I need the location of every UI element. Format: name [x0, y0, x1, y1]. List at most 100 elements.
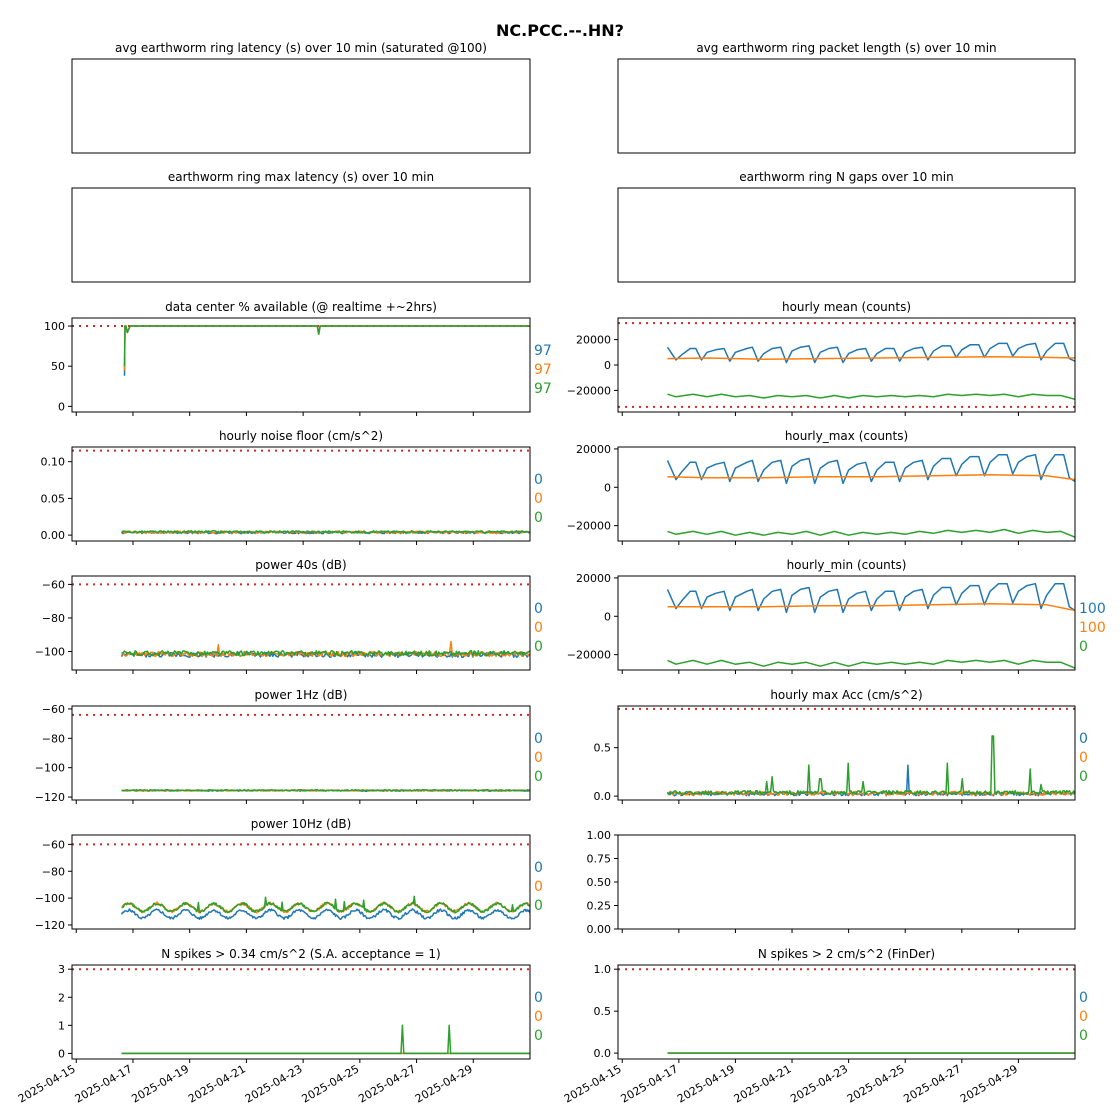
- y-tick-label: −120: [35, 791, 65, 804]
- panel-p10: power 1Hz (dB) −120 −100 −80 −60 0 0 0: [35, 688, 543, 804]
- side-value-3: 0: [534, 898, 543, 914]
- series-line-2: [667, 474, 1075, 481]
- y-tick-label: −60: [42, 703, 65, 716]
- x-tick-label: 2025-04-15: [16, 1062, 78, 1105]
- panel-title: hourly_min (counts): [787, 558, 907, 572]
- side-value-3: 0: [1079, 639, 1088, 655]
- side-value-1: 97: [534, 343, 552, 359]
- x-tick-label: 2025-04-21: [732, 1062, 794, 1105]
- side-value-1: 0: [534, 990, 543, 1006]
- y-tick-label: −80: [42, 612, 65, 625]
- plot-area: [618, 322, 1075, 408]
- panel-p13: 0.00 0.25 0.50 0.75 1.00: [587, 829, 1076, 936]
- x-tick-label: 2025-04-29: [958, 1062, 1020, 1105]
- y-tick-label: 3: [58, 963, 65, 976]
- panel-title: power 1Hz (dB): [255, 688, 348, 702]
- series-line-2: [123, 325, 530, 371]
- series-line-1: [666, 582, 1075, 614]
- panel-title: earthworm ring max latency (s) over 10 m…: [168, 170, 434, 184]
- plot-area: [72, 325, 530, 376]
- panel-p3: earthworm ring N gaps over 10 min: [617, 170, 1076, 283]
- side-value-1: 0: [1079, 731, 1088, 747]
- panel-title: power 10Hz (dB): [251, 817, 352, 831]
- x-tick-label: 2025-04-25: [299, 1062, 361, 1105]
- axes-frame: [617, 446, 1076, 542]
- y-tick-label: −20000: [567, 520, 611, 533]
- side-value-3: 0: [1079, 1028, 1088, 1044]
- side-value-3: 0: [534, 1028, 543, 1044]
- panel-p1: avg earthworm ring packet length (s) ove…: [617, 41, 1076, 154]
- y-tick-label: 2: [58, 991, 65, 1004]
- axes-frame: [71, 705, 531, 801]
- panel-p12: power 10Hz (dB) −120 −100 −80 −60 0 0 0: [35, 817, 543, 933]
- y-tick-label: 1.00: [587, 829, 612, 842]
- side-value-2: 0: [534, 491, 543, 507]
- series-line-3: [121, 530, 530, 534]
- panel-title: data center % available (@ realtime +~2h…: [165, 300, 437, 314]
- axes-frame: [71, 575, 531, 671]
- axes-frame: [71, 317, 531, 413]
- series-line-1: [666, 342, 1075, 364]
- y-tick-label: 100: [44, 320, 65, 333]
- series-line-3: [667, 735, 1075, 796]
- panel-p14: N spikes > 0.34 cm/s^2 (S.A. acceptance …: [16, 947, 543, 1106]
- series-line-3: [667, 659, 1075, 669]
- side-value-2: 0: [1079, 750, 1088, 766]
- plot-area: [618, 707, 1075, 797]
- side-value-3: 0: [534, 639, 543, 655]
- y-tick-label: 0.00: [41, 529, 66, 542]
- panel-p8: power 40s (dB) −100 −80 −60 0 0 0: [35, 558, 543, 674]
- x-tick-label: 2025-04-21: [186, 1062, 248, 1105]
- plot-area: [618, 968, 1075, 1054]
- y-tick-label: 0.05: [41, 492, 66, 505]
- axes-frame: [617, 964, 1076, 1060]
- x-tick-label: 2025-04-23: [243, 1062, 305, 1105]
- panel-title: power 40s (dB): [255, 558, 346, 572]
- x-tick-label: 2025-04-17: [618, 1062, 680, 1105]
- y-tick-label: −120: [35, 919, 65, 932]
- y-tick-label: 0.0: [594, 790, 612, 803]
- x-tick-label: 2025-04-27: [356, 1062, 418, 1105]
- y-tick-label: −100: [35, 646, 65, 659]
- y-tick-label: 0.10: [41, 456, 66, 469]
- series-line-1: [666, 453, 1075, 485]
- y-tick-label: 0: [604, 481, 611, 494]
- series-line-3: [121, 1024, 530, 1055]
- axes-frame: [617, 58, 1076, 154]
- y-tick-label: 20000: [576, 334, 611, 347]
- y-tick-label: 0: [604, 359, 611, 372]
- side-value-2: 0: [534, 1009, 543, 1025]
- axes-frame: [617, 575, 1076, 671]
- x-tick-label: 2025-04-23: [788, 1062, 850, 1105]
- y-tick-label: −60: [42, 578, 65, 591]
- side-value-2: 97: [534, 362, 552, 378]
- series-line-3: [667, 393, 1075, 401]
- x-tick-label: 2025-04-19: [675, 1062, 737, 1105]
- panel-title: hourly noise floor (cm/s^2): [219, 429, 383, 443]
- plot-area: [72, 583, 530, 659]
- side-value-2: 0: [534, 620, 543, 636]
- x-tick-label: 2025-04-27: [901, 1062, 963, 1105]
- panel-p7: hourly_max (counts) −20000 0 20000: [567, 429, 1076, 545]
- series-line-2: [667, 603, 1075, 612]
- y-tick-label: 0: [604, 610, 611, 623]
- panel-title: avg earthworm ring latency (s) over 10 m…: [115, 41, 487, 55]
- panel-title: N spikes > 0.34 cm/s^2 (S.A. acceptance …: [161, 947, 440, 961]
- axes-frame: [617, 187, 1076, 283]
- panel-title: hourly_max (counts): [785, 429, 908, 443]
- y-tick-label: −100: [35, 762, 65, 775]
- side-value-1: 0: [534, 472, 543, 488]
- side-value-2: 0: [534, 750, 543, 766]
- side-value-3: 97: [534, 381, 552, 397]
- x-tick-label: 2025-04-25: [845, 1062, 907, 1105]
- y-tick-label: 0.25: [587, 900, 612, 913]
- y-tick-label: 0.5: [594, 742, 612, 755]
- y-tick-label: 0.0: [594, 1047, 612, 1060]
- side-value-1: 100: [1079, 601, 1106, 617]
- y-tick-label: 50: [51, 360, 65, 373]
- y-tick-label: 1: [58, 1019, 65, 1032]
- side-value-1: 0: [534, 601, 543, 617]
- figure-title: NC.PCC.--.HN?: [496, 21, 624, 40]
- y-tick-label: 0.50: [587, 876, 612, 889]
